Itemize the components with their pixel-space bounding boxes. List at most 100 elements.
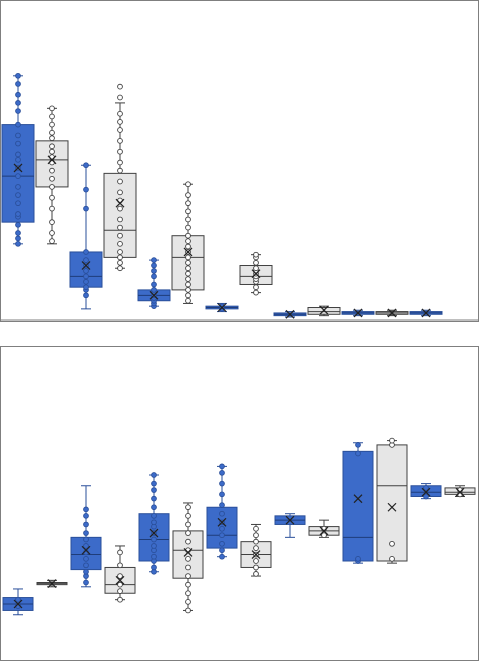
box-top-s1-g7 xyxy=(409,308,443,318)
box-top-s2-g3 xyxy=(171,181,205,304)
data-point-top-s2-g1-3 xyxy=(49,219,55,226)
mean-marker-top-s2-g4 xyxy=(251,269,261,279)
mean-marker-bottom-s1-g7 xyxy=(421,487,431,497)
box-bottom-s1-g3 xyxy=(138,472,170,575)
data-point-top-s1-g2-12 xyxy=(83,162,89,169)
data-point-bottom-s2-g3-10 xyxy=(185,530,191,536)
data-point-bottom-s1-g3-7 xyxy=(151,536,157,543)
data-point-bottom-s1-g4-11 xyxy=(219,469,225,476)
mean-marker-top-s1-g2 xyxy=(81,261,91,270)
data-point-bottom-s1-g4-8 xyxy=(219,502,225,508)
data-point-top-s1-g2-3 xyxy=(83,284,89,291)
data-point-top-s2-g3-7 xyxy=(185,265,191,272)
mean-marker-top-s1-g5 xyxy=(285,309,295,319)
data-point-top-s2-g1-15 xyxy=(49,121,55,128)
data-point-bottom-s1-g2-3 xyxy=(83,568,89,575)
data-point-top-s2-g3-3 xyxy=(185,287,191,293)
mean-marker-bottom-s2-g4 xyxy=(251,550,261,559)
mean-marker-bottom-s2-g2 xyxy=(115,575,125,585)
data-point-top-s1-g3-8 xyxy=(151,281,157,288)
data-point-top-s2-g2-17 xyxy=(117,127,123,133)
data-point-bottom-s2-g3-1 xyxy=(185,607,191,614)
data-point-bottom-s1-g4-9 xyxy=(219,491,225,498)
data-point-top-s1-g1-12 xyxy=(15,156,21,163)
data-point-top-s2-g2-12 xyxy=(117,178,123,185)
data-point-top-s2-g2-7 xyxy=(117,224,123,231)
mean-marker-top-s1-g6 xyxy=(353,308,363,318)
data-point-top-s2-g4-9 xyxy=(253,259,259,266)
data-point-bottom-s1-g4-4 xyxy=(219,532,225,539)
data-point-top-s1-g1-2 xyxy=(15,235,21,242)
data-point-top-s2-g3-2 xyxy=(185,292,191,299)
data-point-top-s2-g3-16 xyxy=(185,208,191,215)
data-point-top-s2-g3-13 xyxy=(185,232,191,239)
data-point-top-s2-g4-11 xyxy=(253,251,259,258)
data-point-top-s1-g1-14 xyxy=(15,140,21,147)
data-point-bottom-s1-g3-4 xyxy=(151,553,157,560)
box-bottom-s1-g1 xyxy=(2,588,34,616)
data-point-bottom-s1-g6-4 xyxy=(355,442,361,448)
mean-marker-top-s1-g4 xyxy=(217,303,227,312)
mean-marker-bottom-s2-g1 xyxy=(47,579,57,588)
data-point-bottom-s2-g2-2 xyxy=(117,588,123,594)
data-point-bottom-s1-g3-11 xyxy=(151,513,157,519)
box-top-s1-g3 xyxy=(137,257,171,310)
mean-marker-bottom-s2-g3 xyxy=(183,547,193,557)
data-point-top-s2-g2-21 xyxy=(117,83,123,90)
data-point-top-s2-g2-4 xyxy=(117,249,123,255)
mean-marker-top-s2-g2 xyxy=(115,198,125,208)
data-point-top-s2-g1-13 xyxy=(49,135,55,141)
data-point-bottom-s1-g2-11 xyxy=(83,513,89,519)
data-point-bottom-s2-g3-2 xyxy=(185,599,191,605)
data-point-bottom-s2-g6-4 xyxy=(389,437,395,444)
data-point-top-s2-g1-5 xyxy=(49,194,55,201)
data-point-top-s1-g1-18 xyxy=(15,100,21,106)
mean-marker-bottom-s2-g7 xyxy=(455,487,465,497)
data-point-bottom-s2-g4-5 xyxy=(253,545,259,551)
data-point-top-s2-g3-17 xyxy=(185,200,191,207)
data-point-top-s1-g1-6 xyxy=(15,211,21,217)
box-bottom-s2-g5 xyxy=(308,519,340,539)
data-point-top-s1-g2-10 xyxy=(83,205,89,212)
data-point-bottom-s2-g3-12 xyxy=(185,513,191,519)
data-point-bottom-s1-g6-3 xyxy=(355,450,361,457)
data-point-top-s2-g1-7 xyxy=(49,175,55,182)
top-chart-panel xyxy=(0,0,479,322)
data-point-bottom-s1-g4-7 xyxy=(219,510,225,517)
data-point-bottom-s2-g6-1 xyxy=(389,556,395,562)
mean-marker-bottom-s1-g3 xyxy=(149,528,159,538)
data-point-bottom-s1-g3-13 xyxy=(151,495,157,502)
data-point-top-s1-g2-6 xyxy=(83,268,89,274)
data-point-bottom-s1-g3-6 xyxy=(151,543,157,549)
data-point-top-s1-g1-3 xyxy=(15,230,21,236)
data-point-bottom-s1-g3-12 xyxy=(151,504,157,511)
bottom-chart-panel xyxy=(0,346,479,661)
data-point-bottom-s2-g2-5 xyxy=(117,562,123,569)
data-point-top-s2-g1-16 xyxy=(49,113,55,120)
data-point-top-s1-g1-19 xyxy=(15,91,21,98)
data-point-top-s2-g2-11 xyxy=(117,189,123,196)
box-top-s2-g4 xyxy=(239,251,273,296)
data-point-bottom-s1-g7-2 xyxy=(423,485,429,491)
data-point-top-s2-g1-8 xyxy=(49,167,55,174)
data-point-top-s2-g2-15 xyxy=(117,148,123,155)
data-point-bottom-s2-g4-6 xyxy=(253,538,259,545)
data-point-top-s2-g3-9 xyxy=(185,254,191,261)
data-point-top-s1-g2-4 xyxy=(83,278,89,285)
box-top-s2-g6 xyxy=(375,308,409,318)
data-point-top-s2-g2-14 xyxy=(117,159,123,166)
data-point-bottom-s1-g4-2 xyxy=(219,547,225,554)
data-point-bottom-s1-g3-16 xyxy=(151,472,157,478)
box-top-s1-g1 xyxy=(1,72,35,247)
data-point-top-s2-g2-16 xyxy=(117,138,123,144)
mean-marker-top-s2-g6 xyxy=(387,308,397,318)
data-point-top-s1-g3-10 xyxy=(151,268,157,274)
data-point-top-s1-g2-5 xyxy=(83,273,89,280)
box-bottom-s2-g6 xyxy=(376,437,408,564)
data-point-bottom-s1-g4-12 xyxy=(219,463,225,470)
data-point-top-s2-g3-5 xyxy=(185,276,191,282)
data-point-top-s2-g1-4 xyxy=(49,205,55,212)
data-point-bottom-s1-g3-2 xyxy=(151,564,157,571)
box-bottom-s1-g6 xyxy=(342,442,374,564)
data-point-bottom-s2-g3-3 xyxy=(185,590,191,597)
